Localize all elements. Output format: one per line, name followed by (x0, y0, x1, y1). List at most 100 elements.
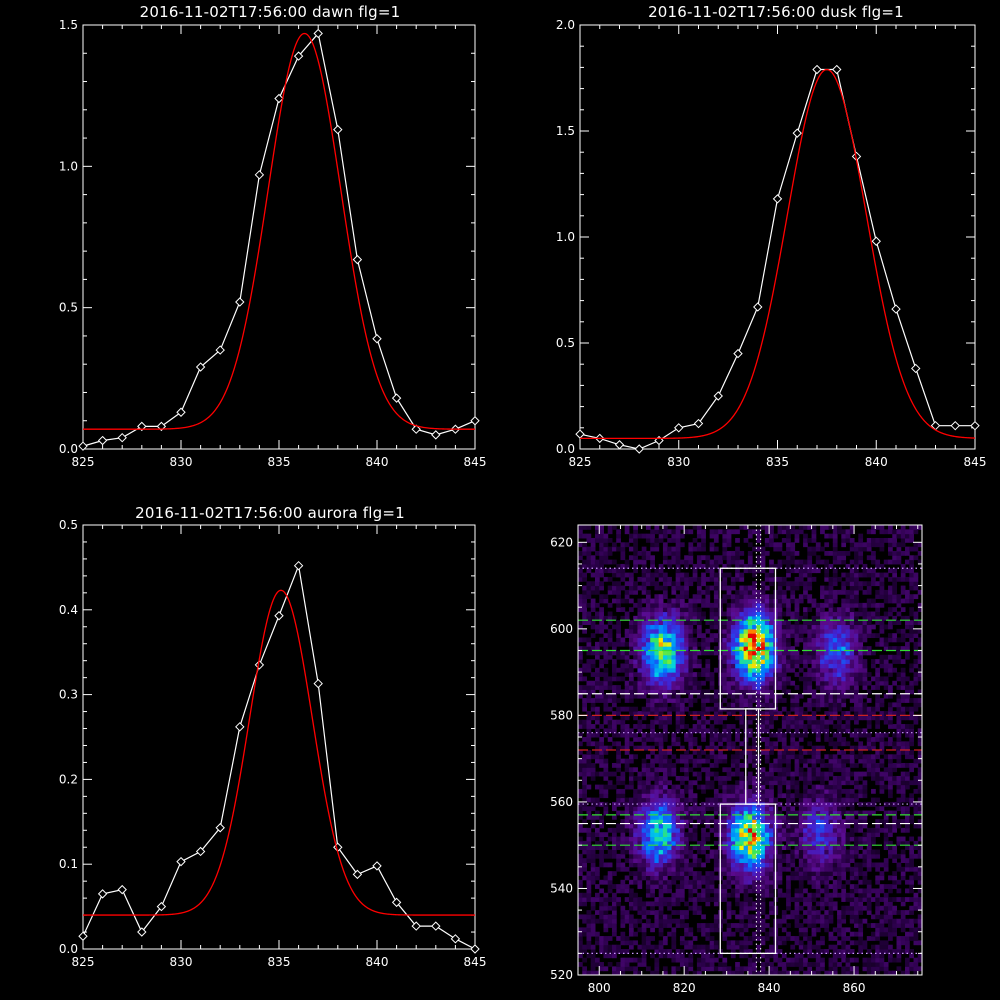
image-pixel (820, 862, 825, 868)
image-pixel (811, 823, 817, 829)
image-pixel (747, 871, 753, 876)
image-pixel (892, 637, 898, 643)
image-pixel (892, 810, 898, 816)
image-pixel (747, 905, 753, 911)
image-pixel (726, 858, 732, 863)
dusk-y-tick-label: 2.0 (556, 18, 575, 32)
image-pixel (841, 637, 847, 643)
image-pixel (713, 862, 719, 868)
image-pixel (743, 646, 749, 651)
image-pixel (735, 788, 740, 794)
image-pixel (837, 871, 842, 876)
image-pixel (696, 962, 702, 967)
image-pixel (803, 871, 808, 876)
image-pixel (837, 931, 842, 937)
image-pixel (679, 698, 685, 703)
image-pixel (637, 806, 643, 812)
image-pixel (862, 810, 868, 816)
image-pixel (701, 706, 706, 712)
image-pixel (726, 810, 732, 816)
image-pixel (726, 676, 732, 682)
image-pixel (756, 693, 762, 699)
image-pixel (824, 698, 830, 703)
image-pixel (743, 875, 749, 881)
image-pixel (752, 827, 757, 833)
image-pixel (722, 866, 728, 872)
image-pixel (879, 827, 885, 833)
image-pixel (701, 888, 706, 894)
image-pixel (654, 823, 660, 829)
image-pixel (713, 927, 719, 933)
image-pixel (645, 788, 651, 794)
image-pixel (841, 689, 847, 695)
image-pixel (811, 689, 817, 695)
image-pixel (849, 788, 855, 794)
image-pixel (820, 905, 825, 911)
image-pixel (760, 780, 766, 786)
image-pixel (705, 853, 711, 859)
image-pixel (858, 853, 864, 859)
image-pixel (658, 823, 664, 829)
image-pixel (815, 676, 821, 682)
image-pixel (866, 719, 872, 725)
image-pixel (743, 862, 749, 868)
image-pixel (654, 633, 660, 638)
image-pixel (611, 849, 617, 855)
aurora-data-point (450, 934, 461, 944)
image-pixel (883, 771, 889, 777)
image-pixel (650, 788, 655, 794)
image-pixel (764, 793, 770, 799)
image-pixel (662, 719, 668, 725)
image-pixel (696, 711, 702, 716)
image-pixel (637, 637, 643, 643)
image-pixel (781, 780, 787, 786)
image-pixel (794, 698, 800, 703)
image-pixel (905, 840, 910, 846)
image-pixel (739, 663, 745, 669)
image-pixel (675, 728, 681, 734)
image-pixel (696, 897, 702, 902)
image-pixel (815, 940, 821, 946)
image-pixel (756, 888, 762, 894)
image-pixel (654, 871, 660, 876)
image-pixel (824, 663, 830, 669)
image-pixel (820, 689, 825, 695)
image-pixel (752, 858, 757, 863)
image-pixel (888, 706, 893, 712)
image-pixel (633, 966, 638, 972)
image-pixel (849, 762, 855, 768)
image-pixel (909, 685, 915, 690)
image-pixel (777, 641, 783, 647)
image-pixel (777, 862, 783, 868)
image-pixel (633, 845, 638, 851)
image-pixel (578, 741, 583, 747)
image-pixel (871, 897, 876, 902)
image-pixel (607, 944, 613, 950)
image-pixel (726, 875, 732, 881)
image-pixel (645, 875, 651, 881)
image-pixel (909, 728, 915, 734)
image-pixel (790, 819, 796, 825)
image-pixel (747, 711, 753, 716)
image-pixel (756, 633, 762, 638)
image-pixel (726, 853, 732, 859)
image-pixel (713, 702, 719, 708)
image-pixel (752, 962, 757, 967)
image-pixel (662, 676, 668, 682)
image-pixel (578, 767, 583, 773)
image-pixel (594, 910, 600, 915)
image-pixel (896, 879, 902, 885)
image-pixel (769, 633, 774, 638)
image-pixel (662, 845, 668, 851)
image-pixel (671, 706, 677, 712)
image-pixel (616, 654, 621, 660)
image-pixel (637, 724, 643, 729)
image-pixel (828, 962, 834, 967)
image-pixel (679, 672, 685, 677)
image-pixel (769, 892, 774, 898)
image-pixel (828, 823, 834, 829)
image-pixel (735, 944, 740, 950)
image-pixel (764, 875, 770, 881)
image-pixel (837, 706, 842, 712)
image-pixel (862, 702, 868, 708)
